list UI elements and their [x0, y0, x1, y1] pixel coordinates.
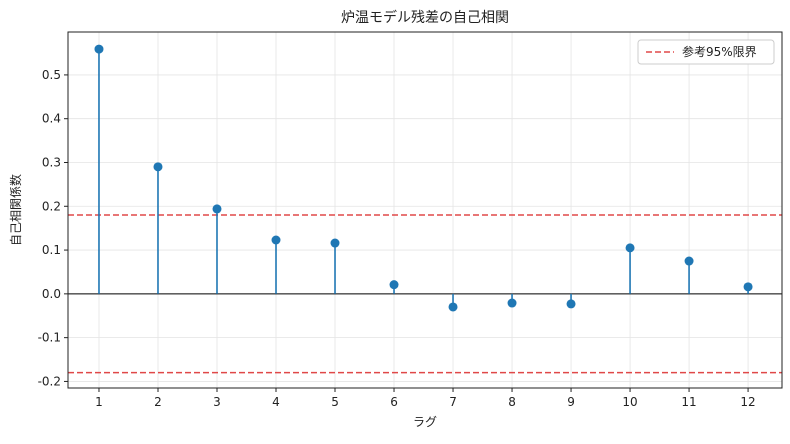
x-tick-label: 11 — [681, 395, 696, 409]
stem-marker — [566, 299, 576, 309]
y-tick-label: 0.5 — [42, 68, 61, 82]
legend-label: 参考95%限界 — [682, 44, 757, 59]
plot-frame — [67, 31, 783, 389]
x-tick-label: 8 — [508, 395, 516, 409]
x-tick-label: 3 — [213, 395, 221, 409]
legend-box — [637, 39, 775, 65]
stem-marker — [330, 238, 340, 248]
stem-marker — [94, 44, 104, 54]
x-tick-label: 7 — [449, 395, 457, 409]
x-tick-label: 1 — [95, 395, 103, 409]
y-axis-label: 自己相関係数 — [8, 174, 23, 246]
y-tick-label: 0.1 — [42, 243, 61, 257]
stem-marker — [271, 235, 281, 245]
y-tick-label: 0.3 — [42, 155, 61, 169]
stem-marker — [448, 302, 458, 312]
x-axis-label: ラグ — [413, 415, 437, 429]
x-tick-label: 6 — [390, 395, 398, 409]
x-tick-label: 9 — [567, 395, 575, 409]
stem-marker — [507, 298, 517, 308]
x-tick-label: 2 — [154, 395, 162, 409]
stem-marker — [153, 162, 163, 172]
y-tick-label: 0.2 — [42, 199, 61, 213]
x-tick-label: 4 — [272, 395, 280, 409]
y-tick-label: 0.0 — [42, 287, 61, 301]
x-tick-label: 5 — [331, 395, 339, 409]
stem-marker — [625, 243, 635, 253]
stem-marker — [212, 204, 222, 214]
x-tick-label: 10 — [622, 395, 637, 409]
y-tick-label: -0.2 — [38, 374, 61, 388]
stem-marker — [389, 280, 399, 290]
chart-title: 炉温モデル残差の自己相関 — [341, 9, 509, 26]
stem-marker — [743, 282, 753, 292]
y-tick-label: -0.1 — [38, 331, 61, 345]
stem-marker — [684, 256, 694, 266]
x-tick-label: 12 — [740, 395, 755, 409]
y-tick-label: 0.4 — [42, 112, 61, 126]
